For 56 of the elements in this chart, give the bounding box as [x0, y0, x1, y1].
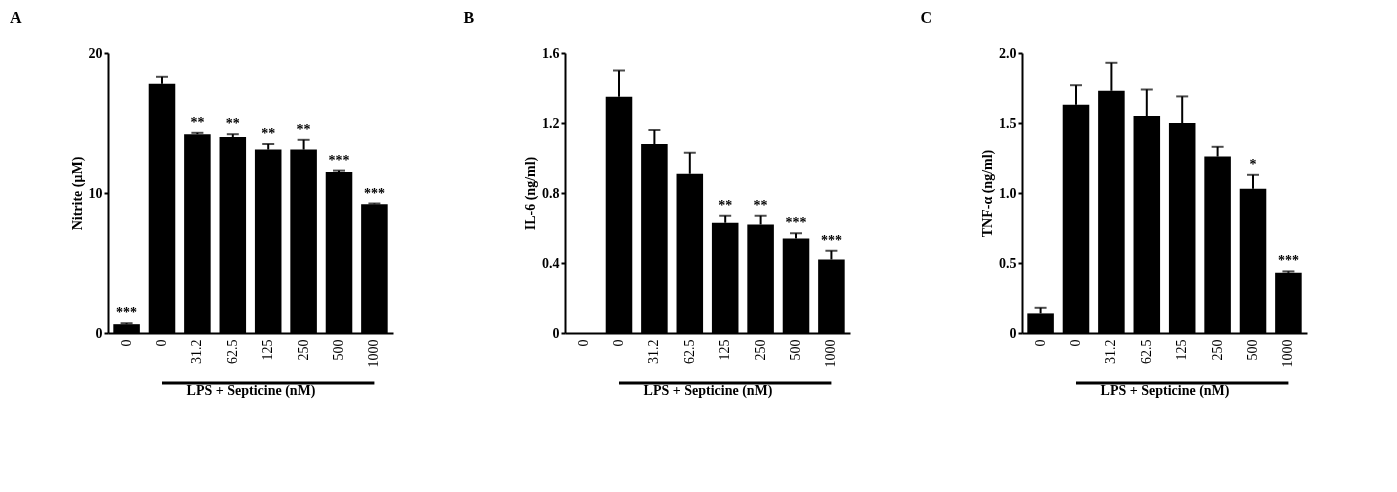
- x-tick-label: 1000: [1280, 339, 1296, 368]
- x-tick-label: 500: [1245, 339, 1261, 361]
- y-tick-label: 1.0: [999, 185, 1017, 201]
- x-tick-label: 31.2: [1103, 339, 1119, 364]
- x-tick-label: 125: [1174, 339, 1190, 361]
- annotation: **: [296, 121, 311, 137]
- annotation: ***: [820, 232, 842, 248]
- annotation: ***: [328, 152, 350, 168]
- x-axis-title: LPS + Septicine (nM): [186, 382, 316, 399]
- y-tick-label: 20: [88, 45, 103, 61]
- y-tick-label: 10: [88, 185, 103, 201]
- y-tick-label: 0.5: [999, 255, 1017, 271]
- annotation: **: [261, 126, 276, 141]
- x-tick-label: 31.2: [189, 339, 205, 364]
- x-tick-label: 0: [118, 339, 134, 347]
- x-tick-label: 125: [717, 339, 733, 361]
- annotation: *: [1249, 156, 1257, 172]
- x-tick-label: 1000: [366, 339, 382, 368]
- y-axis-title: TNF-α (ng/ml): [980, 149, 996, 238]
- x-tick-label: 250: [295, 339, 311, 361]
- x-tick-label: 0: [1067, 339, 1083, 347]
- x-tick-label: 250: [752, 339, 768, 361]
- y-tick-label: 1.6: [542, 45, 560, 61]
- x-tick-label: 62.5: [224, 339, 240, 364]
- x-axis-title: LPS + Septicine (nM): [1100, 382, 1230, 399]
- x-tick-label: 500: [788, 339, 804, 361]
- x-tick-label: 0: [575, 339, 591, 347]
- x-axis-title: LPS + Septicine (nM): [643, 382, 773, 399]
- x-tick-label: 0: [610, 339, 626, 347]
- annotation: **: [190, 114, 205, 130]
- chart-title: B: [463, 9, 475, 26]
- x-tick-label: 250: [1209, 339, 1225, 361]
- y-tick-label: 1.2: [542, 115, 560, 131]
- x-tick-label: 1000: [823, 339, 839, 368]
- y-tick-label: 1.5: [999, 115, 1017, 131]
- annotation: ***: [363, 185, 385, 201]
- annotation: **: [718, 197, 733, 213]
- y-tick-label: 2.0: [999, 45, 1017, 61]
- x-tick-label: 62.5: [1138, 339, 1154, 364]
- x-tick-label: 0: [153, 339, 169, 347]
- annotation: ***: [785, 215, 807, 231]
- annotation: ***: [1277, 253, 1299, 269]
- chart-title: C: [920, 9, 933, 26]
- x-tick-label: 31.2: [646, 339, 662, 364]
- annotation: **: [753, 197, 768, 213]
- x-tick-label: 125: [260, 339, 276, 361]
- annotation: ***: [116, 305, 138, 321]
- y-axis-title: Nitrite (μM): [69, 156, 86, 231]
- x-tick-label: 62.5: [681, 339, 697, 364]
- x-tick-label: 500: [331, 339, 347, 361]
- annotation: **: [225, 116, 240, 132]
- y-tick-label: 0.8: [542, 185, 560, 201]
- chart-title: A: [10, 9, 22, 26]
- y-axis-title: IL-6 (ng/ml): [523, 156, 539, 231]
- x-tick-label: 0: [1032, 339, 1048, 347]
- y-tick-label: 0.4: [542, 255, 560, 271]
